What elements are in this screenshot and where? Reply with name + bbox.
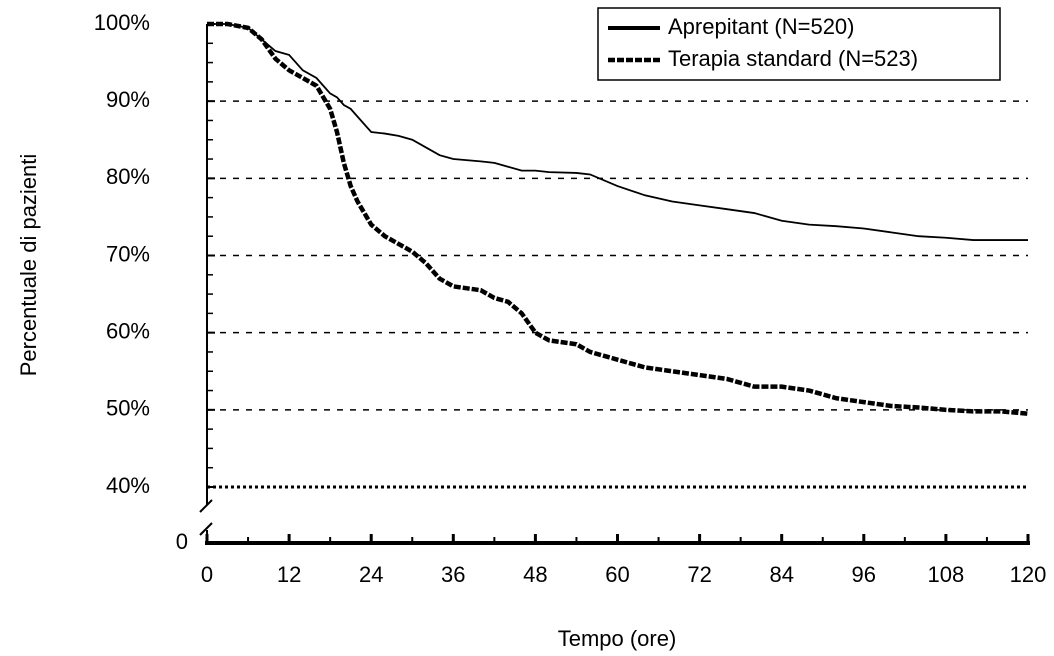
y-tick-label: 100% [94,10,150,35]
axis-break [199,499,213,513]
x-tick-label: 84 [769,562,793,587]
legend-label: Aprepitant (N=520) [668,14,855,39]
x-tick-label: 24 [359,562,383,587]
x-tick-label: 120 [1010,562,1047,587]
x-axis-title: Tempo (ore) [558,626,677,651]
y-tick-label: 80% [106,164,150,189]
y-tick-label: 40% [106,473,150,498]
legend [597,7,1001,81]
y-tick-label: 50% [106,396,150,421]
y-tick-label: 60% [106,318,150,343]
y-tick-label: 0 [176,529,188,554]
x-tick-label: 72 [687,562,711,587]
y-tick-label: 70% [106,241,150,266]
x-tick-label: 36 [441,562,465,587]
legend-label: Terapia standard (N=523) [668,46,918,71]
x-tick-label: 96 [852,562,876,587]
series-line [207,21,1029,416]
series-line [207,23,1028,241]
x-tick-label: 12 [277,562,301,587]
y-axis-title: Percentuale di pazienti [16,154,41,377]
x-tick-label: 108 [928,562,965,587]
x-tick-label: 0 [201,562,213,587]
axis-break [199,522,213,536]
y-tick-label: 90% [106,87,150,112]
x-tick-label: 60 [605,562,629,587]
x-tick-label: 48 [523,562,547,587]
